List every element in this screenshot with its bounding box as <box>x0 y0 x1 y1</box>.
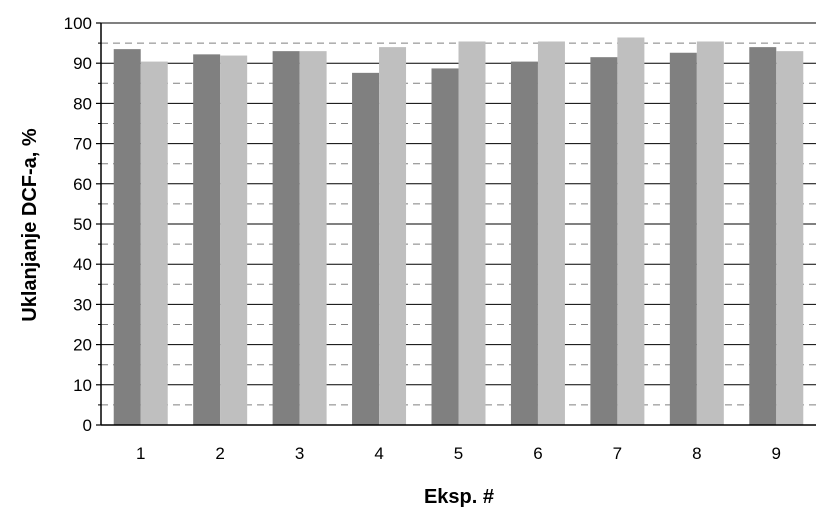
y-tick-label: 40 <box>73 255 92 274</box>
bar-exp-3-series-2 <box>299 51 327 425</box>
bar-exp-6-series-1 <box>510 61 538 425</box>
tick-labels: 0 10 20 30 40 50 60 70 80 90 100 1 2 3 4 5 6 7 8 9 <box>64 14 781 463</box>
bar-exp-7-series-2 <box>617 37 645 426</box>
x-tick-label: 1 <box>136 444 145 463</box>
x-tick-label: 9 <box>772 444 781 463</box>
bar-exp-4-series-2 <box>379 47 407 426</box>
y-tick-label: 0 <box>83 416 92 435</box>
x-tick-label: 5 <box>454 444 463 463</box>
y-tick-label: 60 <box>73 175 92 194</box>
bar-exp-4-series-1 <box>352 72 380 426</box>
bar-exp-5-series-2 <box>458 41 486 425</box>
y-tick-label: 90 <box>73 54 92 73</box>
bar-exp-8-series-1 <box>669 52 697 426</box>
y-tick-label: 50 <box>73 215 92 234</box>
y-tick-label: 70 <box>73 135 92 154</box>
bar-exp-8-series-2 <box>696 41 724 425</box>
bar-exp-3-series-1 <box>272 51 300 425</box>
bar-exp-1-series-2 <box>140 61 168 425</box>
y-tick-label: 100 <box>64 14 92 33</box>
y-tick-label: 30 <box>73 295 92 314</box>
y-tick-label: 80 <box>73 94 92 113</box>
bar-exp-1-series-1 <box>113 49 141 425</box>
y-tick-label: 20 <box>73 336 92 355</box>
x-tick-label: 3 <box>295 444 304 463</box>
axes <box>96 22 816 426</box>
bar-exp-6-series-2 <box>537 41 565 425</box>
x-tick-label: 8 <box>692 444 701 463</box>
bar-exp-5-series-1 <box>431 68 459 426</box>
bar-exp-7-series-1 <box>590 57 618 426</box>
x-tick-label: 6 <box>533 444 542 463</box>
x-tick-label: 7 <box>613 444 622 463</box>
bar-exp-2-series-1 <box>193 54 221 426</box>
x-tick-label: 2 <box>215 444 224 463</box>
bar-exp-2-series-2 <box>220 55 248 425</box>
x-axis-title: Eksp. # <box>424 486 494 508</box>
bar-exp-9-series-1 <box>749 47 777 426</box>
bars <box>113 37 804 426</box>
y-tick-label: 10 <box>73 376 92 395</box>
bar-exp-9-series-2 <box>776 51 804 425</box>
x-tick-label: 4 <box>374 444 383 463</box>
y-axis-title: Uklanjanje DCF-a, % <box>19 128 41 322</box>
